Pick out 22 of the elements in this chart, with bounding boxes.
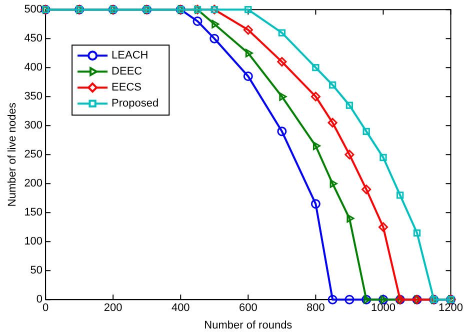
y-tick-label: 50 bbox=[30, 264, 43, 277]
y-tick-label: 300 bbox=[24, 120, 43, 132]
y-tick-label: 250 bbox=[24, 148, 43, 161]
y-tick-label: 400 bbox=[24, 62, 43, 74]
legend-label: LEACH bbox=[112, 50, 148, 62]
x-tick-label: 1000 bbox=[370, 302, 396, 314]
y-axis-title: Number of live nodes bbox=[6, 102, 19, 207]
y-tick-label: 450 bbox=[24, 32, 43, 45]
y-tick-label: 350 bbox=[24, 90, 43, 103]
y-tick-label: 150 bbox=[24, 206, 43, 219]
x-tick-label: 400 bbox=[171, 302, 190, 314]
x-tick-label: 1200 bbox=[438, 302, 464, 314]
x-tick-label: 800 bbox=[306, 302, 325, 314]
x-tick-label: 200 bbox=[104, 302, 122, 314]
legend-label: Proposed bbox=[112, 98, 159, 110]
y-tick-label: 200 bbox=[24, 178, 43, 190]
legend-label: EECS bbox=[112, 82, 142, 94]
x-tick-label: 600 bbox=[238, 302, 258, 314]
y-tick-label: 0 bbox=[36, 294, 43, 306]
legend-label: DEEC bbox=[112, 66, 142, 78]
x-axis-title: Number of rounds bbox=[204, 319, 293, 332]
y-tick-label: 100 bbox=[24, 236, 43, 248]
